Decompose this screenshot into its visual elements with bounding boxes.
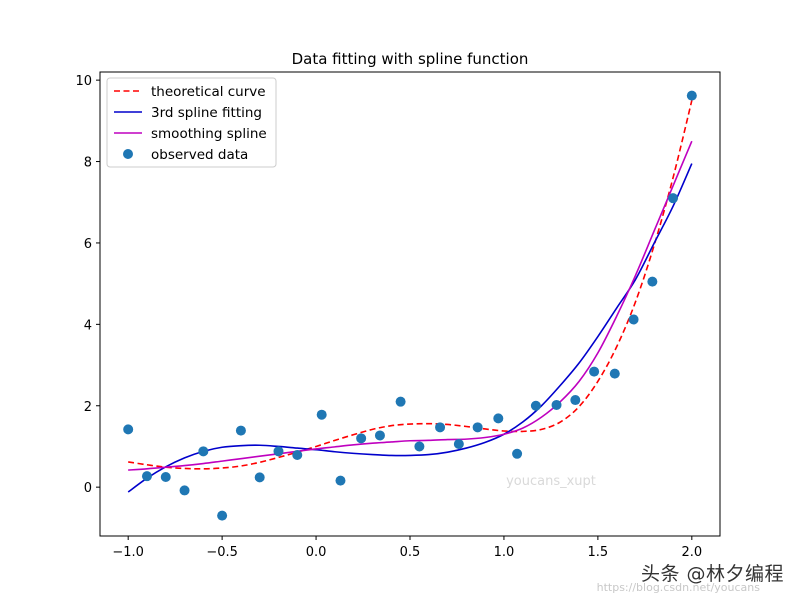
observed-point xyxy=(472,422,483,433)
observed-point xyxy=(160,471,171,482)
x-tick-label: 0.5 xyxy=(400,545,421,560)
observed-point xyxy=(123,424,134,435)
observed-point xyxy=(316,409,327,420)
observed-point xyxy=(647,276,658,287)
observed-point xyxy=(356,433,367,444)
series-line-smoothing-spline xyxy=(128,140,693,471)
x-tick-label: 0.0 xyxy=(306,545,327,560)
x-tick-label: 1.0 xyxy=(494,545,515,560)
y-tick-label: 0 xyxy=(84,481,92,496)
y-tick-label: 8 xyxy=(84,156,92,171)
observed-point xyxy=(530,400,541,411)
series-line-3rd-spline-fitting xyxy=(127,163,693,493)
observed-point xyxy=(589,366,600,377)
observed-point xyxy=(141,471,152,482)
observed-point xyxy=(551,399,562,410)
observed-points xyxy=(123,90,697,521)
legend-label-observed-data: observed data xyxy=(151,147,248,163)
y-tick-label: 4 xyxy=(84,318,92,333)
series-line-theoretical-curve xyxy=(128,100,693,470)
y-tick-label: 2 xyxy=(84,400,92,415)
legend-box xyxy=(106,77,277,168)
y-axis: 0 2 4 6 8 10 xyxy=(75,74,100,496)
observed-point xyxy=(217,510,228,521)
x-tick-label: 2.0 xyxy=(681,545,702,560)
observed-point xyxy=(292,450,303,461)
legend-label-theoretical-curve: theoretical curve xyxy=(151,84,266,100)
y-tick-label: 6 xyxy=(84,237,92,252)
legend-swatch-observed-data xyxy=(123,149,133,159)
observed-point xyxy=(198,446,209,457)
y-tick-label: 10 xyxy=(75,74,92,89)
observed-point xyxy=(414,441,425,452)
observed-point xyxy=(335,475,346,486)
observed-point xyxy=(512,448,523,459)
observed-point xyxy=(609,368,620,379)
observed-point xyxy=(628,314,639,325)
center-watermark: youcans_xupt xyxy=(506,474,596,489)
observed-point xyxy=(395,396,406,407)
legend-label-smoothing-spline: smoothing spline xyxy=(151,126,267,142)
observed-point xyxy=(374,430,385,441)
chart-title: Data fitting with spline function xyxy=(292,50,529,68)
corner-watermark: 头条 @林夕编程 xyxy=(640,563,784,585)
x-tick-label: −1.0 xyxy=(112,545,144,560)
x-axis: −1.0 −0.5 0.0 0.5 1.0 1.5 2.0 xyxy=(112,536,702,560)
x-tick-label: 1.5 xyxy=(588,545,609,560)
x-tick-label: −0.5 xyxy=(206,545,238,560)
legend: theoretical curve 3rd spline fitting smoot… xyxy=(106,77,277,168)
observed-point xyxy=(235,425,246,436)
series-layer xyxy=(127,100,693,493)
observed-point xyxy=(435,422,446,433)
observed-point xyxy=(254,472,265,483)
observed-point xyxy=(453,439,464,450)
observed-point xyxy=(668,193,679,204)
observed-point xyxy=(179,485,190,496)
observed-point xyxy=(570,395,581,406)
observed-point xyxy=(686,90,697,101)
legend-label-3rd-spline-fitting: 3rd spline fitting xyxy=(151,105,262,121)
observed-point xyxy=(273,446,284,457)
url-watermark: https://blog.csdn.net/youcans xyxy=(596,581,760,594)
observed-point xyxy=(493,413,504,424)
